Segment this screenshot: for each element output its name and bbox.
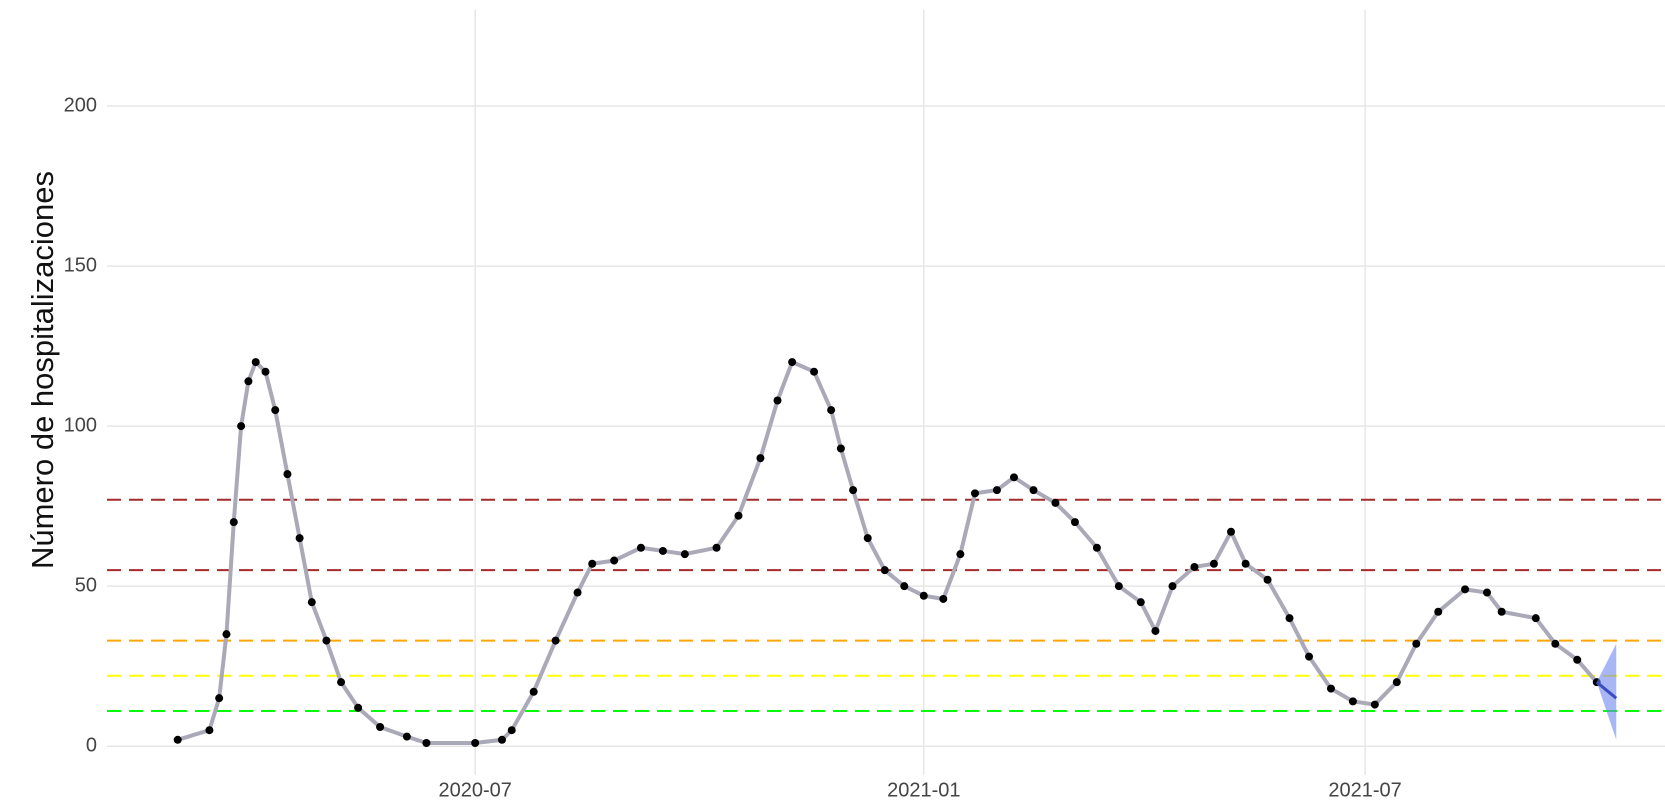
data-point xyxy=(680,550,689,559)
data-point xyxy=(1370,700,1379,709)
data-point xyxy=(1497,607,1506,616)
data-point xyxy=(205,726,214,735)
x-tick-label: 2021-01 xyxy=(887,779,960,801)
data-point xyxy=(836,444,845,453)
data-point xyxy=(283,470,292,479)
data-point xyxy=(919,591,928,600)
data-point xyxy=(271,406,280,415)
data-point xyxy=(215,694,224,703)
data-point xyxy=(1483,588,1492,597)
data-point xyxy=(658,546,667,555)
data-point xyxy=(529,687,538,696)
data-point xyxy=(222,630,231,639)
data-point xyxy=(1051,498,1060,507)
data-point xyxy=(1010,473,1019,482)
y-axis-title: Número de hospitalizaciones xyxy=(25,171,60,569)
data-point xyxy=(636,543,645,552)
data-line xyxy=(177,358,1599,745)
data-point xyxy=(337,678,346,687)
x-tick-label: 2021-07 xyxy=(1328,779,1401,801)
data-point xyxy=(1551,639,1560,648)
data-point xyxy=(1168,582,1177,591)
data-point xyxy=(261,367,270,376)
data-point xyxy=(610,556,619,565)
data-point xyxy=(880,566,889,575)
y-tick-label: 100 xyxy=(64,414,97,436)
data-point xyxy=(849,486,858,495)
data-point xyxy=(1241,559,1250,568)
data-point xyxy=(251,358,260,367)
data-point xyxy=(376,722,385,731)
data-point xyxy=(173,735,182,744)
data-point xyxy=(1285,614,1294,623)
data-point xyxy=(1326,684,1335,693)
y-tick-label: 200 xyxy=(64,94,97,116)
y-tick-label: 50 xyxy=(75,574,97,596)
data-point xyxy=(1136,598,1145,607)
data-point xyxy=(573,588,582,597)
data-point xyxy=(1092,543,1101,552)
data-point xyxy=(734,511,743,520)
data-point xyxy=(1263,575,1272,584)
data-point xyxy=(1029,486,1038,495)
data-point xyxy=(307,598,316,607)
forecast-line xyxy=(1595,681,1618,700)
data-point xyxy=(588,559,597,568)
data-point xyxy=(939,594,948,603)
data-point xyxy=(992,486,1001,495)
data-point xyxy=(1461,585,1470,594)
data-point xyxy=(827,406,836,415)
data-point xyxy=(354,703,363,712)
data-point xyxy=(1348,697,1357,706)
data-point xyxy=(244,377,253,386)
data-point xyxy=(322,636,331,645)
data-point xyxy=(900,582,909,591)
data-point xyxy=(1573,655,1582,664)
data-point xyxy=(1227,527,1236,536)
data-point xyxy=(237,422,246,431)
data-point xyxy=(1190,562,1199,571)
x-tick-label: 2020-07 xyxy=(438,779,511,801)
data-point xyxy=(773,396,782,405)
data-point xyxy=(551,636,560,645)
data-point xyxy=(1434,607,1443,616)
data-point xyxy=(1305,652,1314,661)
data-point xyxy=(295,534,304,543)
data-point xyxy=(229,518,238,527)
data-point xyxy=(756,454,765,463)
data-point xyxy=(471,738,480,747)
data-point xyxy=(507,726,516,735)
data-point xyxy=(970,489,979,498)
data-point xyxy=(712,543,721,552)
data-point xyxy=(1531,614,1540,623)
data-point xyxy=(1114,582,1123,591)
data-point xyxy=(422,738,431,747)
data-point xyxy=(863,534,872,543)
data-point xyxy=(956,550,965,559)
y-tick-label: 0 xyxy=(86,734,97,756)
data-point xyxy=(402,732,411,741)
data-point xyxy=(1070,518,1079,527)
data-point xyxy=(1151,626,1160,635)
data-point xyxy=(497,735,506,744)
data-point xyxy=(810,367,819,376)
y-tick-label: 150 xyxy=(64,254,97,276)
data-point xyxy=(1392,678,1401,687)
data-point xyxy=(1412,639,1421,648)
data-point xyxy=(1209,559,1218,568)
data-point xyxy=(788,358,797,367)
